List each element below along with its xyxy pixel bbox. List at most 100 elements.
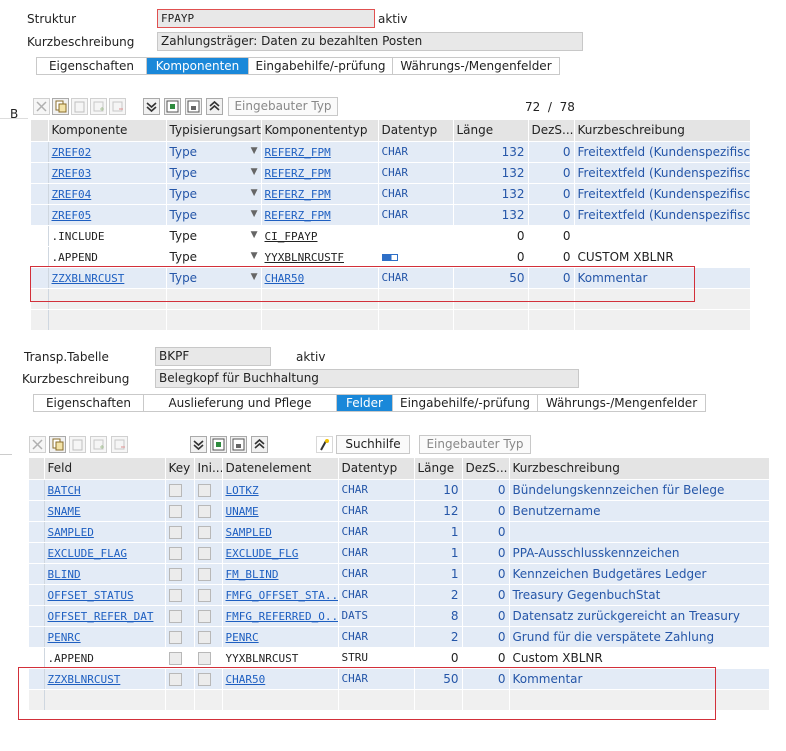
description-cell[interactable]: Kennzeichen Budgetäres Ledger	[509, 563, 770, 585]
deselect-icon[interactable]	[230, 436, 247, 453]
row-selector[interactable]	[29, 563, 45, 585]
element-link[interactable]: UNAME	[225, 504, 259, 518]
field-link[interactable]: ZZXBLNRCUST	[47, 672, 121, 686]
datatype-cell[interactable]: CHAR	[338, 626, 415, 648]
key-checkbox[interactable]	[168, 525, 182, 539]
description-cell[interactable]: Bündelungskennzeichen für Belege	[509, 479, 770, 501]
tab-felder[interactable]: Felder	[337, 395, 393, 411]
datatype-cell[interactable]: CHAR	[378, 162, 454, 184]
comptype-link[interactable]: YYXBLNRCUSTF	[264, 250, 344, 264]
search-help-button[interactable]: Suchhilfe	[336, 435, 410, 454]
component-link[interactable]: ZREF05	[51, 208, 92, 222]
initial-cell[interactable]	[194, 521, 223, 543]
field-link[interactable]: BLIND	[47, 567, 81, 581]
field-cell[interactable]: OFFSET_STATUS	[44, 584, 166, 606]
decimal-cell[interactable]: 0	[528, 183, 575, 205]
row-selector[interactable]	[31, 162, 49, 184]
tab-auslieferung[interactable]: Auslieferung und Pflege	[144, 395, 337, 411]
initial-checkbox[interactable]	[197, 525, 211, 539]
initial-checkbox[interactable]	[197, 672, 211, 686]
decimal-cell[interactable]: 0	[528, 162, 575, 184]
key-cell[interactable]	[165, 500, 195, 522]
datatype-cell[interactable]: CHAR	[378, 183, 454, 205]
element-cell[interactable]: PENRC	[222, 626, 339, 648]
initial-checkbox[interactable]	[197, 588, 211, 602]
length-cell[interactable]: 132	[453, 204, 529, 226]
key-cell[interactable]	[165, 542, 195, 564]
field-cell[interactable]: PENRC	[44, 626, 166, 648]
table-row[interactable]: ZREF03 Type ▼ REFERZ_FPM CHAR 132 0 Freit…	[31, 162, 751, 184]
datatype-cell[interactable]: CHAR	[338, 500, 415, 522]
description-cell[interactable]: Custom XBLNR	[509, 647, 770, 669]
element-cell[interactable]: FMFG_REFERRED_O...	[222, 605, 339, 627]
chevron-down-icon[interactable]: ▼	[250, 250, 258, 261]
chevron-down-icon[interactable]: ▼	[250, 208, 258, 219]
field-cell[interactable]: .APPEND	[44, 647, 166, 669]
row-selector[interactable]	[29, 542, 45, 564]
cut-icon[interactable]	[33, 98, 50, 115]
column-header[interactable]: Datenelement	[222, 458, 339, 480]
column-header[interactable]: Datentyp	[378, 120, 454, 142]
delete-row-icon[interactable]	[111, 436, 128, 453]
comptype-cell[interactable]: CHAR50	[261, 267, 379, 289]
element-cell[interactable]: SAMPLED	[222, 521, 339, 543]
datatype-cell[interactable]: DATS	[338, 605, 415, 627]
table-row[interactable]: .APPEND YYXBLNRCUST STRU 0 0 Custom XBLN…	[29, 647, 770, 669]
cut-icon[interactable]	[29, 436, 46, 453]
table-name-field[interactable]: BKPF	[155, 347, 271, 366]
table-row[interactable]: SNAME UNAME CHAR 12 0 Benutzername	[29, 500, 770, 522]
decimal-cell[interactable]: 0	[462, 563, 510, 585]
kurzbeschreibung-field[interactable]: Zahlungsträger: Daten zu bezahlten Poste…	[157, 32, 583, 51]
element-cell[interactable]: YYXBLNRCUST	[222, 647, 339, 669]
expand-icon[interactable]	[251, 436, 268, 453]
collapse-icon[interactable]	[190, 436, 207, 453]
table-row[interactable]: BATCH LOTKZ CHAR 10 0 Bündelungskennzeic…	[29, 479, 770, 501]
component-link[interactable]: ZREF03	[51, 166, 92, 180]
tab-waehrungsfelder[interactable]: Währungs-/Mengenfelder	[545, 396, 698, 410]
description-cell[interactable]: Freitextfeld (Kundenspezifisch)	[574, 162, 751, 184]
field-cell[interactable]: BLIND	[44, 563, 166, 585]
key-cell[interactable]	[165, 626, 195, 648]
datatype-cell[interactable]: CHAR	[378, 141, 454, 163]
typing-dropdown[interactable]: Type ▼	[166, 183, 262, 205]
row-selector[interactable]	[31, 309, 49, 331]
length-cell[interactable]: 50	[453, 267, 529, 289]
decimal-cell[interactable]: 0	[528, 204, 575, 226]
length-cell[interactable]: 12	[414, 500, 463, 522]
column-header[interactable]: Komponente	[48, 120, 167, 142]
length-cell[interactable]: 132	[453, 162, 529, 184]
row-selector[interactable]	[31, 246, 49, 268]
typing-dropdown[interactable]: Type ▼	[166, 246, 262, 268]
decimal-cell[interactable]: 0	[462, 605, 510, 627]
description-cell[interactable]: Benutzername	[509, 500, 770, 522]
key-cell[interactable]	[165, 668, 195, 690]
row-selector[interactable]	[31, 288, 49, 310]
typing-dropdown[interactable]: Type ▼	[166, 162, 262, 184]
decimal-cell[interactable]: 0	[528, 141, 575, 163]
row-selector[interactable]	[29, 626, 45, 648]
decimal-cell[interactable]: 0	[462, 668, 510, 690]
chevron-down-icon[interactable]: ▼	[250, 187, 258, 198]
length-cell[interactable]: 1	[414, 542, 463, 564]
description-cell[interactable]: PPA-Ausschlusskennzeichen	[509, 542, 770, 564]
tab-eigenschaften[interactable]: Eigenschaften	[37, 58, 147, 74]
row-selector[interactable]	[29, 479, 45, 501]
description-cell[interactable]: Kommentar	[574, 267, 751, 289]
table-row[interactable]: ZZXBLNRCUST Type ▼ CHAR50 CHAR 50 0 Komme…	[31, 267, 751, 289]
length-cell[interactable]: 8	[414, 605, 463, 627]
datatype-cell[interactable]: CHAR	[338, 584, 415, 606]
element-link[interactable]: FM_BLIND	[225, 567, 279, 581]
row-selector[interactable]	[29, 521, 45, 543]
chevron-down-icon[interactable]: ▼	[250, 166, 258, 177]
typing-dropdown[interactable]: Type ▼	[166, 141, 262, 163]
table-row[interactable]: .APPEND Type ▼ YYXBLNRCUSTF 0 0 CUSTOM XB…	[31, 246, 751, 268]
comptype-cell[interactable]: REFERZ_FPM	[261, 141, 379, 163]
datatype-cell[interactable]: CHAR	[338, 668, 415, 690]
insert-row-icon[interactable]	[90, 436, 107, 453]
table-row[interactable]: ZREF05 Type ▼ REFERZ_FPM CHAR 132 0 Freit…	[31, 204, 751, 226]
comptype-cell[interactable]: REFERZ_FPM	[261, 204, 379, 226]
decimal-cell[interactable]: 0	[462, 479, 510, 501]
table-row-empty[interactable]	[29, 689, 770, 711]
row-selector[interactable]	[29, 668, 45, 690]
typing-dropdown[interactable]: Type ▼	[166, 267, 262, 289]
